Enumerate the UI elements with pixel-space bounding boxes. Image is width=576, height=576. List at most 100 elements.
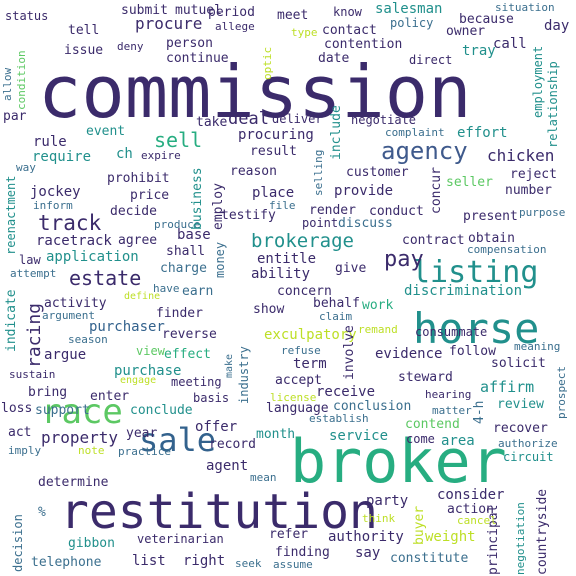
word-meet: meet <box>277 8 309 23</box>
word-sell: sell <box>154 128 203 152</box>
word-ability: ability <box>251 266 311 282</box>
word-commission: commission <box>38 50 472 134</box>
word-estate: estate <box>69 266 142 290</box>
word-way: way <box>16 161 36 174</box>
word-solicit: solicit <box>491 356 546 371</box>
word-submit: submit <box>121 3 168 18</box>
word-condition: condition <box>15 50 28 110</box>
word-indicate: indicate <box>4 289 19 352</box>
word-meeting: meeting <box>171 375 222 389</box>
word-contention: contention <box>324 37 403 52</box>
word-restitution: restitution <box>60 484 378 540</box>
word-render: render <box>309 203 356 218</box>
word-allow: allow <box>1 67 14 101</box>
word-provide: provide <box>334 183 394 199</box>
word-application: application <box>46 249 139 265</box>
word-determine: determine <box>38 475 109 490</box>
word-term: term <box>293 356 327 372</box>
word-agent: agent <box>206 458 249 474</box>
word-gibbon: gibbon <box>68 536 115 551</box>
word-event: event <box>86 124 126 139</box>
word-money: money <box>213 241 227 278</box>
word-mean: mean <box>250 471 277 484</box>
word-view: view <box>136 344 165 358</box>
word-concern: concern <box>277 284 332 299</box>
word-inform: inform <box>33 199 73 212</box>
word-bring: bring <box>28 385 68 400</box>
word-track: track <box>38 211 102 235</box>
word-buyer: buyer <box>412 505 427 545</box>
word-seller: seller <box>446 175 493 190</box>
word-direct: direct <box>409 53 453 67</box>
word-have: have <box>153 282 180 295</box>
word-tray: tray <box>462 43 496 59</box>
word-meaning: meaning <box>514 340 561 353</box>
word-date: date <box>318 51 350 66</box>
word-procuring: procuring <box>238 127 314 143</box>
word-issue: issue <box>64 43 104 58</box>
word-argument: argument <box>42 309 95 322</box>
word-discuss: discuss <box>338 216 393 231</box>
word-percent: % <box>38 505 46 520</box>
word-hearing: hearing <box>425 388 472 401</box>
word-claim: claim <box>319 310 353 323</box>
word-make: make <box>224 353 235 378</box>
word-require: require <box>32 149 92 165</box>
word-seek: seek <box>235 557 262 570</box>
word-consider: consider <box>437 487 505 503</box>
word-veterinarian: veterinarian <box>137 532 224 546</box>
word-work: work <box>362 298 394 313</box>
word-language: language <box>266 401 329 416</box>
word-obtain: obtain <box>468 231 515 246</box>
word-status: status <box>5 9 49 23</box>
word-produce: produce <box>154 218 201 231</box>
word-record: record <box>209 437 256 452</box>
word-selling: selling <box>312 149 325 196</box>
word-reverse: reverse <box>162 327 217 342</box>
word-broker: broker <box>290 427 507 497</box>
word-refer: refer <box>269 527 309 542</box>
word-note: note <box>78 444 105 457</box>
word-law: law <box>19 253 41 267</box>
word-call: call <box>493 36 527 52</box>
word-owner: owner <box>446 24 486 39</box>
word-remand: remand <box>358 323 398 336</box>
word-behalf: behalf <box>313 296 360 311</box>
word-continue: continue <box>166 51 229 66</box>
word-action: action <box>447 502 494 517</box>
word-negotiation: negotiation <box>514 502 527 575</box>
word-reason: reason <box>230 164 277 179</box>
word-assume: assume <box>273 558 313 571</box>
word-act: act <box>8 425 32 440</box>
word-steward: steward <box>398 370 453 385</box>
word-establish: establish <box>309 412 369 425</box>
word-consummate: consummate <box>415 325 488 339</box>
word-jockey: jockey <box>30 184 81 200</box>
word-policy: policy <box>390 16 434 30</box>
word-file: file <box>269 199 296 212</box>
word-authorize: authorize <box>498 437 558 450</box>
word-horse: horse <box>413 304 540 353</box>
word-recover: recover <box>493 421 548 436</box>
word-employ: employ <box>211 183 226 230</box>
word-concur: concur <box>429 167 444 214</box>
word-tell: tell <box>68 23 100 38</box>
word-price: price <box>130 188 170 203</box>
word-reject: reject <box>510 167 557 182</box>
word-cancel: cancel <box>457 514 497 527</box>
word-list: list <box>132 553 166 569</box>
word-person: person <box>166 36 213 51</box>
word-because: because <box>459 12 514 27</box>
word-expire: expire <box>141 149 181 162</box>
word-type: type <box>291 26 318 39</box>
word-month: month <box>256 427 296 442</box>
word-day: day <box>544 18 570 34</box>
word-agree: agree <box>118 233 158 248</box>
word-property: property <box>41 428 119 447</box>
word-evidence: evidence <box>375 346 443 362</box>
word-deliver: deliver <box>272 112 323 126</box>
word-show: show <box>253 302 285 317</box>
word-agency: agency <box>381 137 468 165</box>
word-allege: allege <box>215 20 255 33</box>
word-rule: rule <box>33 134 67 150</box>
